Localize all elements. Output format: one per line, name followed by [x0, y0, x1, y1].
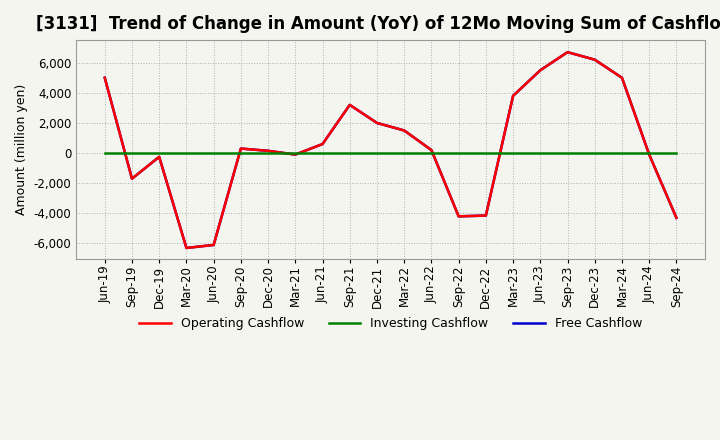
Legend: Operating Cashflow, Investing Cashflow, Free Cashflow: Operating Cashflow, Investing Cashflow, … [134, 312, 647, 335]
Title: [3131]  Trend of Change in Amount (YoY) of 12Mo Moving Sum of Cashflows: [3131] Trend of Change in Amount (YoY) o… [35, 15, 720, 33]
Y-axis label: Amount (million yen): Amount (million yen) [15, 84, 28, 215]
